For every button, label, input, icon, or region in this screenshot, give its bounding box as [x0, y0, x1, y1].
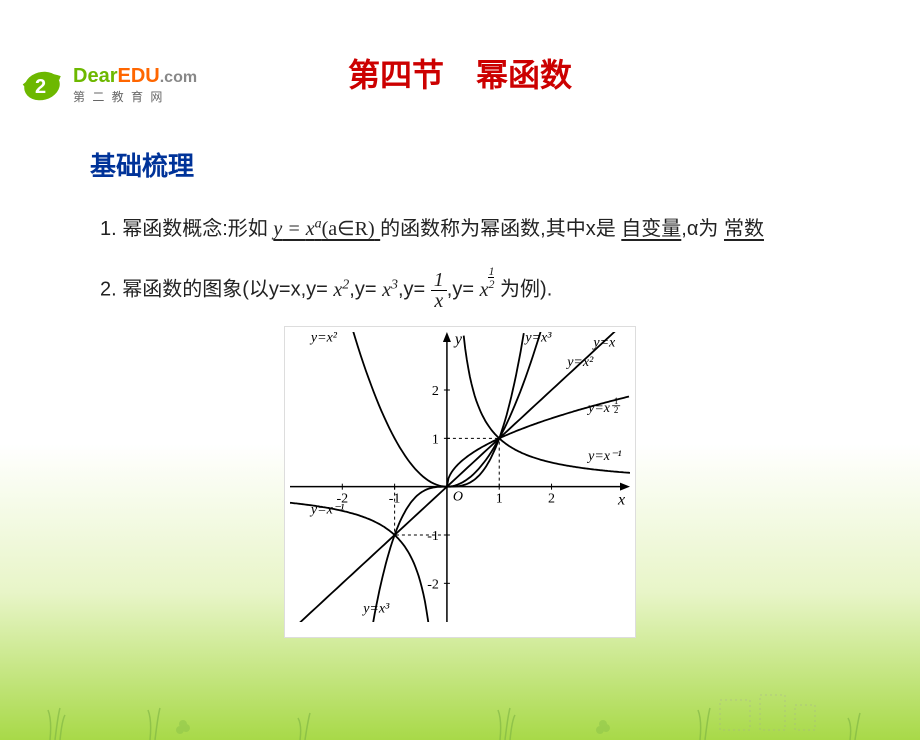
power-function-graph: -2-112-2-112Oxyy=xy=x²y=x²y=x³y=x³y=x12y… — [284, 326, 636, 638]
svg-text:y=x³: y=x³ — [523, 332, 552, 346]
svg-text:1: 1 — [432, 432, 439, 447]
logo-text: DearEDU.com 第 二 教 育 网 — [73, 65, 197, 105]
content: 1. 幂函数概念:形如 y = xa(a∈R) 的函数称为幂函数,其中x是 自变… — [100, 213, 820, 638]
p1-ul1: 自变量 — [621, 218, 681, 240]
svg-text:2: 2 — [432, 384, 439, 399]
svg-text:2: 2 — [35, 76, 46, 98]
svg-text:2: 2 — [548, 492, 555, 507]
svg-text:y=x²: y=x² — [309, 332, 338, 346]
p2-suffix: 为例). — [500, 279, 552, 301]
logo-edu: EDU — [117, 65, 159, 87]
graph-container: -2-112-2-112Oxyy=xy=x²y=x²y=x³y=x³y=x12y… — [100, 326, 820, 638]
p2-prefix: 2. 幂函数的图象(以y=x,y= — [100, 279, 328, 301]
svg-text:y=x³: y=x³ — [361, 601, 390, 616]
svg-text:2: 2 — [614, 405, 619, 415]
p2-x3: x3 — [382, 279, 398, 301]
logo-ear: ear — [87, 65, 117, 87]
svg-text:1: 1 — [496, 492, 503, 507]
p1-mid2: ,α为 — [681, 218, 724, 240]
paragraph-1: 1. 幂函数概念:形如 y = xa(a∈R) 的函数称为幂函数,其中x是 自变… — [100, 213, 820, 245]
paragraph-2: 2. 幂函数的图象(以y=x,y= x2,y= x3,y= 1 x ,y= x1… — [100, 265, 820, 311]
svg-text:-2: -2 — [427, 577, 439, 592]
p1-mid: 的函数称为幂函数,其中x是 — [380, 218, 616, 240]
svg-text:y=x: y=x — [586, 401, 611, 416]
grass-decoration — [0, 680, 920, 740]
p2-frac: 1 x — [431, 270, 447, 311]
p2-xhalf: x12 — [480, 279, 495, 301]
svg-text:O: O — [453, 490, 463, 505]
logo-com: .com — [160, 69, 197, 86]
svg-text:-1: -1 — [427, 529, 439, 544]
logo-brand: DearEDU.com — [73, 65, 197, 88]
logo-d: D — [73, 65, 87, 87]
section-header: 基础梳理 — [90, 146, 920, 183]
logo: 2 DearEDU.com 第 二 教 育 网 — [20, 65, 197, 105]
svg-text:x: x — [617, 492, 625, 509]
p1-ul2: 常数 — [724, 218, 764, 240]
p2-x2: x2 — [333, 279, 349, 301]
svg-text:y: y — [453, 332, 463, 348]
svg-text:y=x⁻¹: y=x⁻¹ — [586, 449, 621, 464]
svg-text:y=x²: y=x² — [565, 355, 594, 370]
logo-icon: 2 — [20, 66, 68, 104]
logo-subtitle: 第 二 教 育 网 — [73, 88, 197, 105]
p1-prefix: 1. 幂函数概念:形如 — [100, 218, 268, 240]
svg-text:y=x⁻¹: y=x⁻¹ — [309, 502, 344, 517]
p1-formula: y = xa(a∈R) — [273, 218, 374, 240]
p1-formula-underline: y = xa(a∈R) — [273, 218, 380, 240]
svg-text:y=x: y=x — [591, 335, 616, 350]
